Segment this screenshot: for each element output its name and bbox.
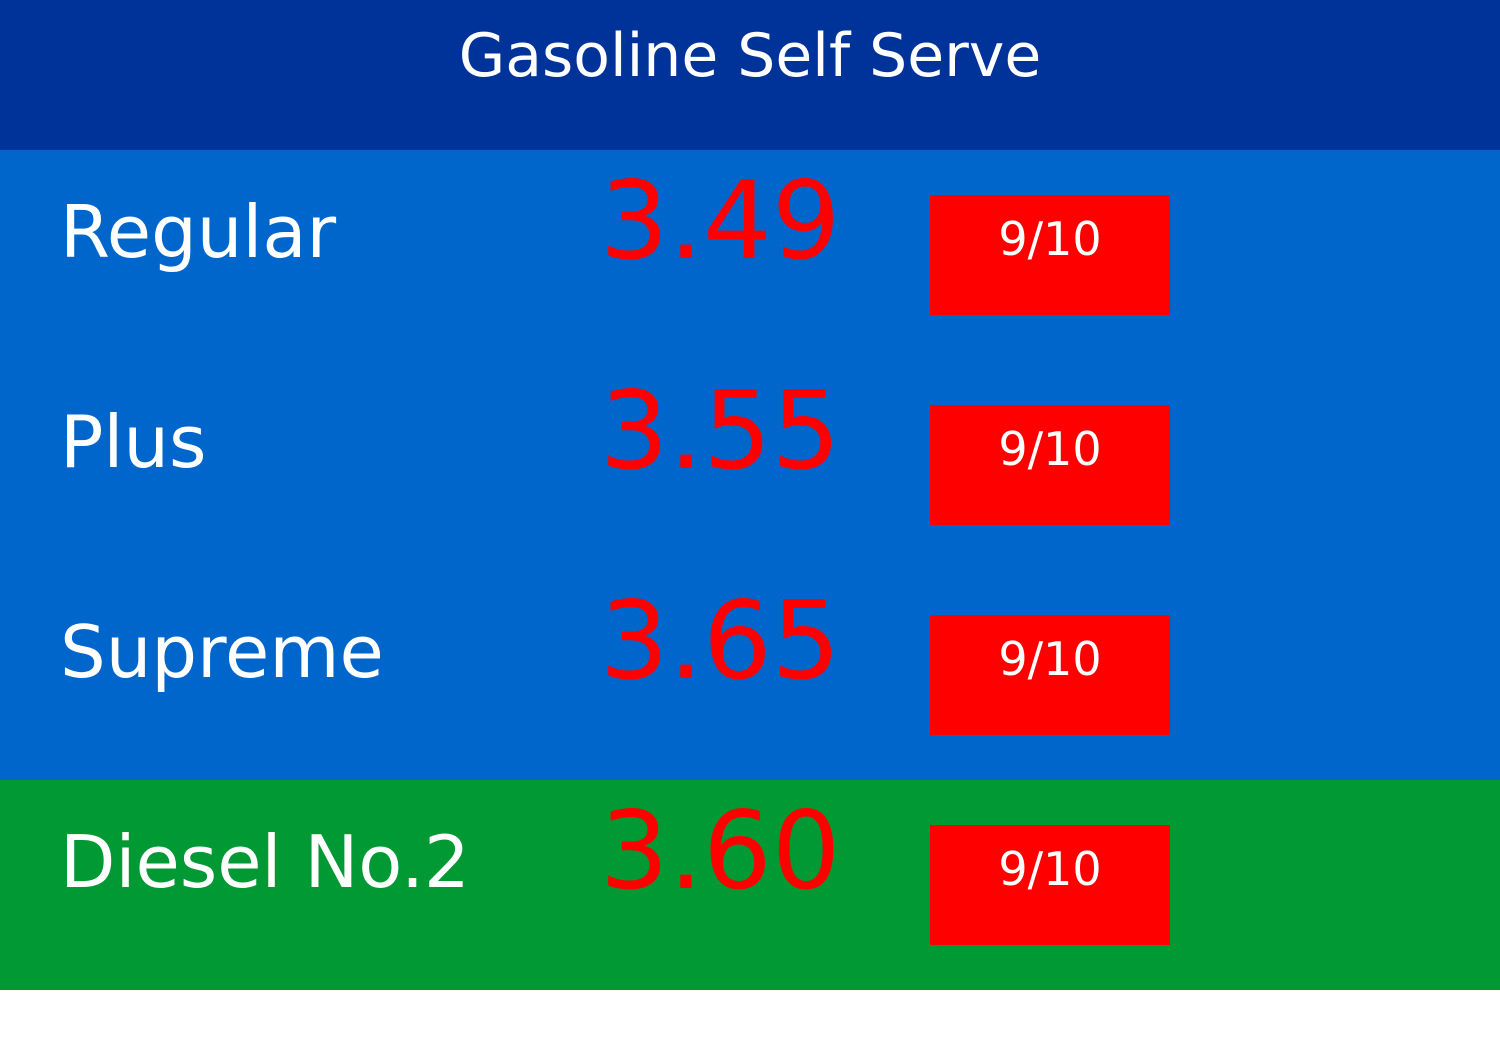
fuel-price: 3.55 <box>600 369 841 494</box>
sign-header: Gasoline Self Serve <box>0 0 1500 150</box>
price-fraction-badge: 9/10 <box>930 195 1170 315</box>
fuel-price: 3.65 <box>600 579 841 704</box>
fuel-row-diesel: Diesel No.2 3.60 9/10 <box>0 780 1500 990</box>
fuel-row-plus: Plus 3.55 9/10 <box>0 360 1500 570</box>
gasoline-panel <box>0 150 1500 780</box>
fuel-grade-label: Supreme <box>60 610 384 694</box>
price-sign: Gasoline Self Serve Regular 3.49 9/10 Pl… <box>0 0 1500 990</box>
fuel-price: 3.60 <box>600 789 841 914</box>
sign-title: Gasoline Self Serve <box>458 21 1042 91</box>
fuel-grade-label: Diesel No.2 <box>60 820 470 904</box>
fuel-row-regular: Regular 3.49 9/10 <box>0 150 1500 360</box>
fuel-row-supreme: Supreme 3.65 9/10 <box>0 570 1500 780</box>
price-fraction-badge: 9/10 <box>930 405 1170 525</box>
price-fraction-badge: 9/10 <box>930 615 1170 735</box>
price-fraction-badge: 9/10 <box>930 825 1170 945</box>
diesel-panel <box>0 780 1500 990</box>
fuel-grade-label: Plus <box>60 400 207 484</box>
fuel-grade-label: Regular <box>60 190 337 274</box>
fuel-price: 3.49 <box>600 159 841 284</box>
